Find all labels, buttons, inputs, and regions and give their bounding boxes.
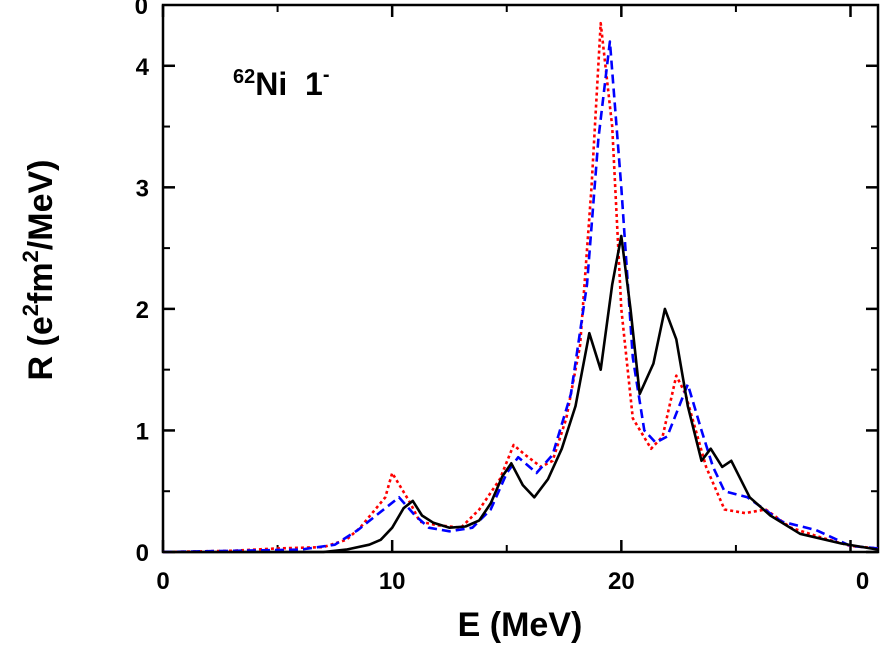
y-axis-label: R (e2fm2/MeV) (18, 160, 60, 381)
y-tick-label: 4 (136, 54, 150, 81)
series-line (162, 21, 879, 554)
annotation-main: Ni 1 (255, 66, 323, 102)
y-tick-label: 2 (136, 297, 149, 324)
x-axis-label: E (MeV) (458, 606, 583, 644)
plot-frame (161, 3, 880, 554)
y-label-sup: 2 (18, 304, 43, 316)
y-label-sup: 2 (18, 250, 43, 262)
x-tick-label: 0 (156, 568, 169, 595)
x-tick-label: 0 (856, 568, 869, 595)
y-label-part: fm (22, 262, 60, 304)
y-tick-label: 3 (136, 175, 149, 202)
annotation-sup: - (323, 64, 330, 86)
y-label-part: R (e (22, 316, 60, 380)
series-line (163, 234, 879, 554)
series-line (162, 40, 879, 554)
y-tick-label: 1 (136, 418, 149, 445)
y-tick-label: 0 (136, 540, 149, 567)
annotation-sup: 62 (233, 66, 255, 88)
y-label-part: /MeV) (22, 160, 60, 251)
top-panel-tick-label: 0 (135, 0, 148, 20)
annotation: 62Ni 1- (233, 64, 330, 102)
x-tick-label: 10 (379, 568, 406, 595)
x-tick-label: 20 (608, 568, 635, 595)
